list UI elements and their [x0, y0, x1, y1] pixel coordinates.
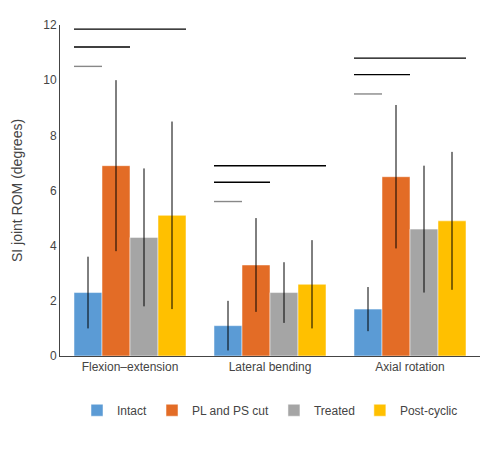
svg-text:2: 2 — [50, 294, 57, 308]
svg-text:Axial rotation: Axial rotation — [375, 360, 444, 374]
svg-text:Post-cyclic: Post-cyclic — [400, 404, 457, 418]
svg-text:Flexion–extension: Flexion–extension — [82, 360, 179, 374]
svg-text:12: 12 — [43, 18, 57, 32]
svg-text:8: 8 — [50, 129, 57, 143]
svg-text:0: 0 — [50, 349, 57, 363]
svg-text:10: 10 — [43, 73, 57, 87]
svg-text:6: 6 — [50, 184, 57, 198]
svg-text:SI joint ROM (degrees): SI joint ROM (degrees) — [9, 119, 25, 262]
svg-text:Treated: Treated — [314, 404, 355, 418]
svg-text:4: 4 — [50, 239, 57, 253]
svg-text:PL and PS cut: PL and PS cut — [192, 404, 269, 418]
svg-text:Lateral bending: Lateral bending — [229, 360, 312, 374]
svg-text:Intact: Intact — [117, 404, 147, 418]
